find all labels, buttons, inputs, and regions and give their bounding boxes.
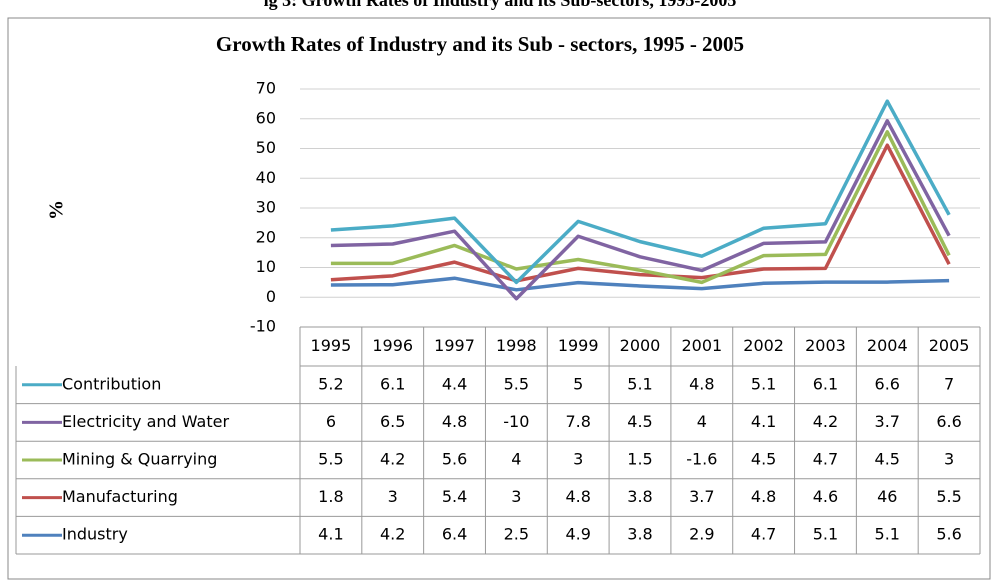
table-value: 4.8 xyxy=(565,487,590,506)
table-value: 5.5 xyxy=(504,374,529,393)
table-value: 4.7 xyxy=(751,525,776,544)
table-value: 6.1 xyxy=(380,374,405,393)
y-tick-label: -10 xyxy=(250,317,276,336)
chart-title: Growth Rates of Industry and its Sub - s… xyxy=(216,32,744,56)
series-line xyxy=(330,99,951,285)
table-value: 3.7 xyxy=(875,412,900,431)
y-tick-label: 30 xyxy=(256,198,276,217)
table-value: 3.7 xyxy=(689,487,714,506)
table-value: 3.8 xyxy=(627,487,652,506)
table-value: 4.2 xyxy=(380,450,405,469)
table-value: -10 xyxy=(503,412,529,431)
table-value: 5 xyxy=(573,374,583,393)
series-line xyxy=(330,119,951,301)
table-value: 5.5 xyxy=(936,487,961,506)
legend-label: Contribution xyxy=(62,374,161,393)
table-value: 5.1 xyxy=(875,525,900,544)
table-value: 3 xyxy=(511,487,521,506)
y-axis-label: % xyxy=(46,200,68,220)
legend-label: Manufacturing xyxy=(62,487,178,506)
table-value: 4.8 xyxy=(689,374,714,393)
table-value: 5.5 xyxy=(318,450,343,469)
table-value: 5.1 xyxy=(751,374,776,393)
series-line xyxy=(330,130,951,285)
table-value: 4.4 xyxy=(442,374,467,393)
table-value: 4.5 xyxy=(751,450,776,469)
table-value: 6.6 xyxy=(875,374,900,393)
legend-label: Mining & Quarrying xyxy=(62,450,217,469)
table-value: 4.6 xyxy=(813,487,838,506)
x-tick-label: 2005 xyxy=(929,336,970,355)
x-tick-label: 2003 xyxy=(805,336,846,355)
table-value: 4.2 xyxy=(380,525,405,544)
table-value: 2.5 xyxy=(504,525,529,544)
table-value: 4.8 xyxy=(442,412,467,431)
table-value: 4.9 xyxy=(565,525,590,544)
table-value: 1.8 xyxy=(318,487,343,506)
table-value: 6.4 xyxy=(442,525,467,544)
table-value: 4.1 xyxy=(318,525,343,544)
table-value: 4 xyxy=(697,412,707,431)
x-tick-label: 1996 xyxy=(372,336,413,355)
table-value: 6.1 xyxy=(813,374,838,393)
table-value: 4.1 xyxy=(751,412,776,431)
x-tick-label: 1998 xyxy=(496,336,537,355)
table-value: 5.6 xyxy=(936,525,961,544)
y-tick-label: 50 xyxy=(256,138,276,157)
table-value: 7.8 xyxy=(565,412,590,431)
table-value: 4.8 xyxy=(751,487,776,506)
table-value: 4 xyxy=(511,450,521,469)
table-value: 6.6 xyxy=(936,412,961,431)
table-value: 6 xyxy=(326,412,336,431)
y-tick-label: 70 xyxy=(256,79,276,98)
series-line xyxy=(330,143,951,283)
x-tick-label: 2002 xyxy=(743,336,784,355)
table-value: 5.2 xyxy=(318,374,343,393)
x-tick-label: 2000 xyxy=(620,336,661,355)
y-tick-label: 0 xyxy=(266,287,276,306)
x-tick-label: 2001 xyxy=(681,336,722,355)
chart-frame xyxy=(7,17,991,580)
legend-label: Industry xyxy=(62,525,128,544)
table-value: 2.9 xyxy=(689,525,714,544)
table-value: 3 xyxy=(388,487,398,506)
table-value: 3 xyxy=(573,450,583,469)
table-value: 4.5 xyxy=(875,450,900,469)
series-line xyxy=(330,276,950,292)
table-value: 3.8 xyxy=(627,525,652,544)
x-tick-label: 1997 xyxy=(434,336,475,355)
table-value: 1.5 xyxy=(627,450,652,469)
table-value: 4.7 xyxy=(813,450,838,469)
table-value: 3 xyxy=(944,450,954,469)
table-value: 5.1 xyxy=(627,374,652,393)
table-value: 46 xyxy=(877,487,897,506)
table-value: 4.5 xyxy=(627,412,652,431)
table-value: 5.1 xyxy=(813,525,838,544)
y-tick-label: 60 xyxy=(256,108,276,127)
x-tick-label: 2004 xyxy=(867,336,908,355)
table-value: 5.4 xyxy=(442,487,467,506)
table-value: -1.6 xyxy=(686,450,717,469)
x-tick-label: 1999 xyxy=(558,336,599,355)
y-tick-label: 10 xyxy=(256,257,276,276)
caption: ig 3: Growth Rates of Industry and its S… xyxy=(264,0,737,10)
legend-label: Electricity and Water xyxy=(62,412,229,431)
table-value: 6.5 xyxy=(380,412,405,431)
y-tick-label: 20 xyxy=(256,227,276,246)
table-value: 7 xyxy=(944,374,954,393)
x-tick-label: 1995 xyxy=(311,336,352,355)
y-tick-label: 40 xyxy=(256,168,276,187)
table-value: 4.2 xyxy=(813,412,838,431)
table-value: 5.6 xyxy=(442,450,467,469)
